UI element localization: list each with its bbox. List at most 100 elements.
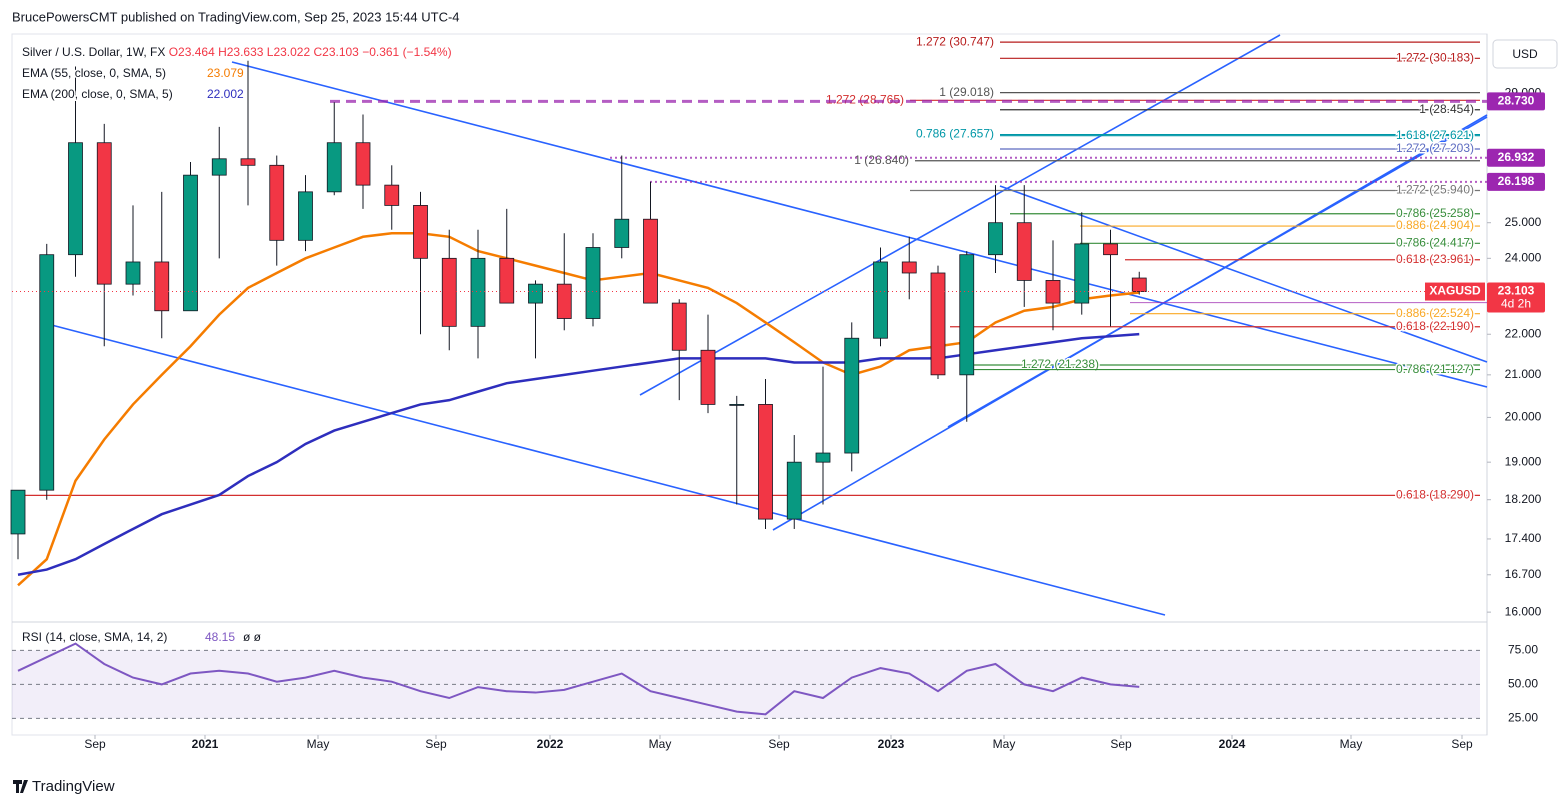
y-tick-label: 21.000 bbox=[1505, 367, 1542, 381]
candle-body bbox=[1016, 222, 1032, 281]
rsi-line bbox=[17, 642, 1140, 716]
y-tick-label: 17.400 bbox=[1505, 531, 1542, 545]
logo-text: TradingView bbox=[32, 778, 115, 795]
candle-body bbox=[729, 404, 745, 406]
candle-body bbox=[499, 257, 515, 304]
y-tick-label: 18.200 bbox=[1505, 492, 1542, 506]
y-tick-label: 24.000 bbox=[1505, 250, 1542, 264]
rsi-value: 48.15 bbox=[205, 630, 235, 644]
candle-body bbox=[125, 261, 141, 285]
legend-ema-value: 23.079 bbox=[207, 66, 244, 80]
candle-body bbox=[10, 489, 26, 535]
y-tick-label: 19.000 bbox=[1505, 454, 1542, 468]
x-tick-label: 2021 bbox=[192, 737, 219, 751]
price-tag bbox=[1487, 92, 1545, 111]
level-label: 1.272 (28.765) bbox=[826, 92, 904, 106]
candle-body bbox=[96, 142, 112, 285]
candle-body bbox=[154, 261, 170, 312]
legend-title: Silver / U.S. Dollar, 1W, FX O23.464 H23… bbox=[22, 45, 452, 59]
level-label: 0.786 (24.417) bbox=[1396, 235, 1474, 249]
candle-body bbox=[384, 184, 400, 206]
candle-body bbox=[786, 461, 802, 520]
candle-body bbox=[700, 349, 716, 405]
y-tick-label: 16.700 bbox=[1505, 567, 1542, 581]
level-label: 0.618 (23.961) bbox=[1396, 252, 1474, 266]
trend-line bbox=[999, 185, 1488, 363]
candle-body bbox=[614, 218, 630, 248]
x-tick-label: May bbox=[993, 737, 1016, 751]
candle-body bbox=[959, 254, 975, 376]
currency-button[interactable] bbox=[1492, 39, 1558, 69]
rsi-name: RSI (14, close, SMA, 14, 2) bbox=[22, 630, 167, 644]
candle-body bbox=[758, 404, 773, 520]
candle-body bbox=[988, 222, 1003, 256]
candle-body bbox=[211, 158, 227, 176]
level-label: 1 (29.018) bbox=[939, 85, 994, 99]
candle-body bbox=[901, 261, 917, 274]
level-label: 0.786 (21.127) bbox=[1396, 362, 1474, 376]
y-tick-label: 16.000 bbox=[1505, 604, 1542, 618]
x-tick-label: May bbox=[1340, 737, 1363, 751]
level-label: 1.272 (30.747) bbox=[916, 34, 994, 48]
trend-line bbox=[39, 321, 1166, 616]
y-tick-label: 25.000 bbox=[1505, 215, 1542, 229]
rsi-tick-label: 75.00 bbox=[1508, 643, 1538, 657]
last-price-tag bbox=[1487, 282, 1545, 313]
x-tick-label: Sep bbox=[1110, 737, 1132, 751]
level-label: 0.618 (22.190) bbox=[1396, 319, 1474, 333]
candle-body bbox=[671, 302, 687, 351]
x-tick-label: 2024 bbox=[1219, 737, 1246, 751]
countdown: 4d 2h bbox=[1501, 297, 1531, 311]
y-tick-label: 20.000 bbox=[1505, 410, 1542, 424]
price-tag bbox=[1487, 172, 1545, 191]
candle-body bbox=[441, 257, 457, 327]
level-label: 0.786 (27.657) bbox=[916, 127, 994, 141]
level-label: 0.786 (25.258) bbox=[1396, 206, 1474, 220]
candle-body bbox=[39, 254, 55, 491]
candle-body bbox=[815, 452, 831, 463]
logo-mark bbox=[13, 780, 28, 793]
ema-line bbox=[17, 332, 1140, 576]
level-label: 0.886 (24.904) bbox=[1396, 218, 1474, 232]
symbol-label: XAGUSD bbox=[1429, 284, 1481, 298]
candle-body bbox=[269, 164, 285, 241]
last-price-label: 23.103 bbox=[1498, 284, 1535, 298]
candle-body bbox=[298, 191, 313, 241]
legend-ema: EMA (55, close, 0, SMA, 5) bbox=[22, 66, 166, 80]
legend-ema: EMA (200, close, 0, SMA, 5) bbox=[22, 87, 173, 101]
rsi-tick-label: 25.00 bbox=[1508, 711, 1538, 725]
legend-ohlc: O23.464 H23.633 L23.022 C23.103 −0.361 (… bbox=[169, 45, 452, 59]
trend-lines bbox=[39, 34, 1488, 616]
level-label: 0.886 (22.524) bbox=[1396, 306, 1474, 320]
ema-line bbox=[17, 231, 1140, 587]
level-label: 1.618 (27.621) bbox=[1396, 128, 1474, 142]
x-tick-label: May bbox=[649, 737, 672, 751]
currency: USD bbox=[1512, 47, 1538, 61]
candle-body bbox=[183, 174, 198, 312]
candle-body bbox=[1131, 277, 1147, 292]
y-tick-label: 22.000 bbox=[1505, 326, 1542, 340]
publisher: BrucePowersCMT published on TradingView.… bbox=[12, 9, 460, 24]
candle-body bbox=[930, 272, 946, 376]
price-tag-label: 28.730 bbox=[1498, 94, 1535, 108]
candle-body bbox=[326, 142, 342, 193]
candle-body bbox=[68, 142, 83, 256]
x-tick-label: 2023 bbox=[878, 737, 905, 751]
rsi-extra: ø ø bbox=[243, 630, 262, 644]
x-tick-label: Sep bbox=[768, 737, 790, 751]
x-tick-label: 2022 bbox=[537, 737, 564, 751]
x-tick-label: Sep bbox=[84, 737, 106, 751]
candle-body bbox=[585, 247, 601, 319]
rsi-band bbox=[12, 650, 1480, 719]
candle-body bbox=[556, 283, 572, 319]
level-label: 0.618 (18.290) bbox=[1396, 488, 1474, 502]
level-label: 1 (28.454) bbox=[1419, 102, 1474, 116]
candle-body bbox=[844, 337, 860, 454]
candle-body bbox=[873, 261, 888, 339]
candle-body bbox=[355, 142, 371, 186]
level-label: 1.272 (21.238) bbox=[1021, 357, 1099, 371]
level-label: 1.272 (25.940) bbox=[1396, 183, 1474, 197]
price-tag-label: 26.198 bbox=[1498, 174, 1535, 188]
trend-line bbox=[772, 114, 1488, 531]
